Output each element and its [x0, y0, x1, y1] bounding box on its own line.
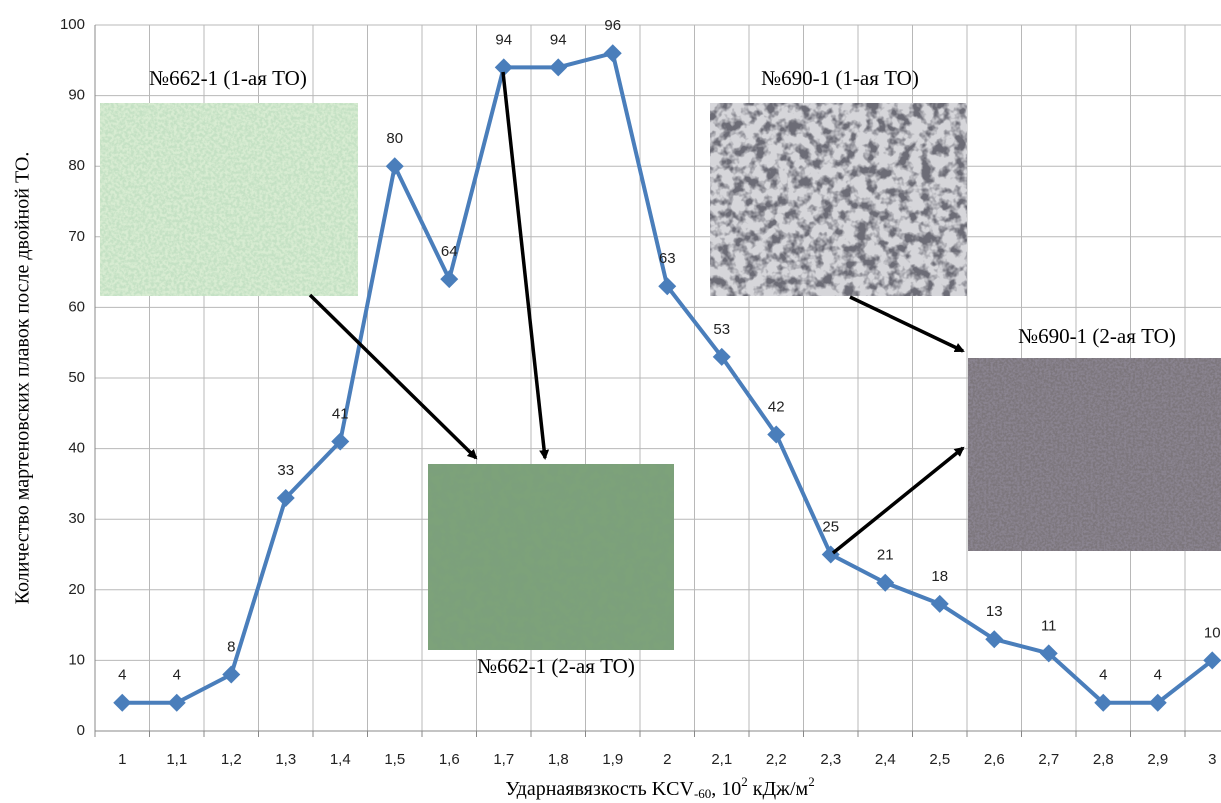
x-tick-label: 3	[1208, 751, 1216, 768]
data-label: 4	[118, 667, 126, 684]
x-axis-title: Ударнаявязкость KCV-60, 102 кДж/м2	[505, 774, 814, 801]
marker	[549, 58, 567, 76]
data-label: 94	[495, 31, 512, 48]
y-tick-label: 40	[68, 440, 85, 457]
data-label: 25	[822, 518, 839, 535]
x-tick-label: 2,4	[875, 751, 896, 768]
annotation: №662-1 (2-ая ТО)	[477, 654, 635, 678]
arrow	[503, 72, 545, 458]
data-label: 41	[332, 406, 349, 423]
marker	[440, 270, 458, 288]
data-label: 53	[713, 321, 730, 338]
data-label: 94	[550, 31, 567, 48]
data-label: 10	[1204, 624, 1221, 641]
data-label: 64	[441, 243, 458, 260]
micrograph-texture	[100, 103, 358, 296]
x-title-part: Ударнаявязкость KCV	[505, 778, 694, 800]
y-tick-label: 20	[68, 581, 85, 598]
x-tick-label: 1,4	[330, 751, 351, 768]
x-tick-label: 1,2	[221, 751, 242, 768]
data-label: 8	[227, 638, 235, 655]
chart: 0 10 20 30 40 50 60 70 80 90 100 1 1,1 1,2 1,3 1,4 1,5 1,…	[0, 0, 1221, 803]
y-tick-label: 10	[68, 651, 85, 668]
x-tick-label: 2,8	[1093, 751, 1114, 768]
y-tick-label: 50	[68, 369, 85, 386]
data-label: 21	[877, 547, 894, 564]
marker	[222, 666, 240, 684]
y-tick-label: 80	[68, 157, 85, 174]
micrograph-texture	[428, 464, 674, 650]
x-tick-label: 2,3	[820, 751, 841, 768]
data-label: 4	[1099, 667, 1107, 684]
x-tick-label: 1	[118, 751, 126, 768]
marker	[604, 44, 622, 62]
marker	[876, 574, 894, 592]
data-label: 96	[604, 17, 621, 34]
arrow	[850, 297, 963, 351]
x-title-sup: 2	[808, 774, 815, 789]
x-tick-label: 2,5	[929, 751, 950, 768]
micrograph-texture	[968, 358, 1221, 551]
x-tick-label: 1,9	[602, 751, 623, 768]
page: {"chart_data": {"type": "line", "y_label…	[0, 0, 1221, 803]
x-tick-label: 1,6	[439, 751, 460, 768]
x-tick-label: 2	[663, 751, 671, 768]
micrographs	[100, 103, 1221, 650]
annotation: №662-1 (1-ая ТО)	[149, 66, 307, 90]
data-label: 13	[986, 603, 1003, 620]
y-tick-label: 0	[77, 722, 85, 739]
data-label: 18	[931, 568, 948, 585]
marker	[386, 157, 404, 175]
data-label: 11	[1041, 617, 1057, 634]
y-axis-title: Количество мартеновских плавок после дво…	[12, 152, 34, 605]
x-tick-label: 2,9	[1147, 751, 1168, 768]
arrow	[833, 448, 963, 553]
x-tick-label: 1,3	[275, 751, 296, 768]
annotation: №690-1 (2-ая ТО)	[1018, 324, 1176, 348]
y-tick-label: 90	[68, 87, 85, 104]
x-tick-label: 2,7	[1038, 751, 1059, 768]
y-tick-label: 60	[68, 298, 85, 315]
y-tick-label: 30	[68, 510, 85, 527]
annotation: №690-1 (1-ая ТО)	[761, 66, 919, 90]
x-tick-label: 1,5	[384, 751, 405, 768]
x-tick-label: 1,1	[166, 751, 187, 768]
arrow	[310, 295, 476, 458]
data-label: 42	[768, 398, 785, 415]
x-tick-label: 1,7	[493, 751, 514, 768]
x-tick-label: 2,2	[766, 751, 787, 768]
x-tick-label: 1,8	[548, 751, 569, 768]
x-tick-label: 2,6	[984, 751, 1005, 768]
x-title-sub: -60	[694, 786, 711, 801]
y-tick-label: 70	[68, 228, 85, 245]
x-title-part: , 10	[711, 778, 741, 800]
y-tick-label: 100	[60, 16, 85, 33]
data-label: 33	[277, 462, 294, 479]
data-label: 80	[386, 130, 403, 147]
data-label: 4	[1154, 667, 1162, 684]
x-title-part: кДж/м	[748, 778, 809, 800]
x-tick-label: 2,1	[711, 751, 732, 768]
micrograph-texture	[710, 103, 967, 296]
data-label: 63	[659, 250, 676, 267]
marker	[113, 694, 131, 712]
data-label: 4	[173, 667, 181, 684]
marker	[168, 694, 186, 712]
